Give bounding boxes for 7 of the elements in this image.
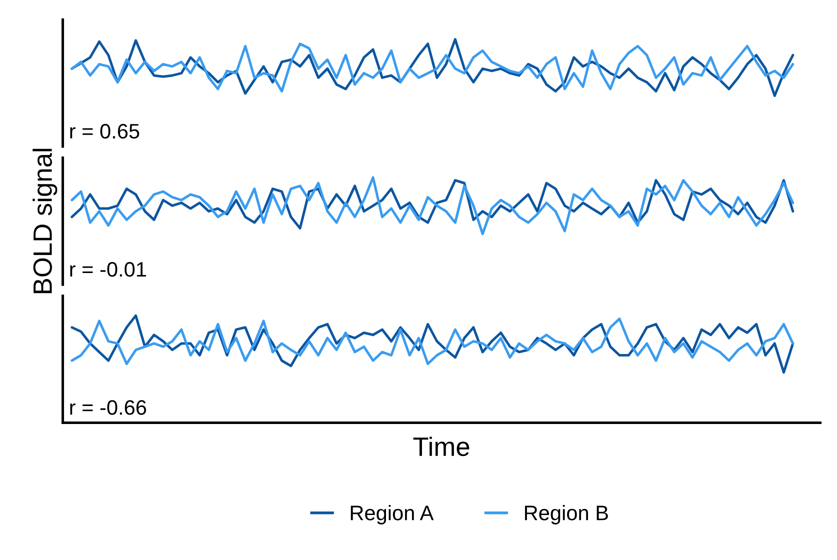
text: r = -0.01	[70, 262, 146, 277]
annotation: r = -0.66	[70, 400, 146, 415]
x-axis-title: Time	[413, 436, 470, 456]
text: r = 0.65	[70, 124, 140, 139]
legend-label: Region B	[525, 505, 608, 524]
legend-label: Region A	[350, 505, 434, 524]
y-axis-title: BOLD signal	[32, 148, 58, 294]
